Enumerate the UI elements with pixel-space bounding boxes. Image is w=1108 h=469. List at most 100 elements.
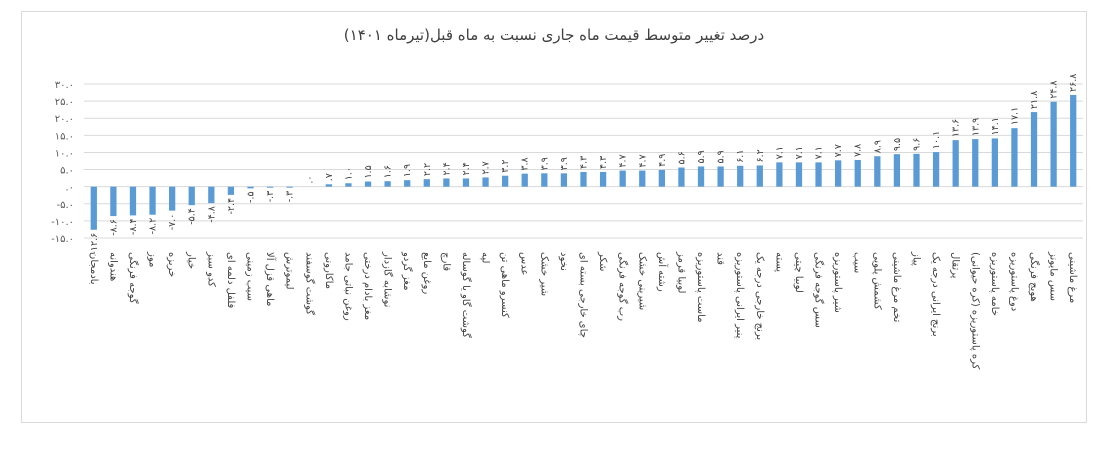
- data-label: .۰: [304, 176, 315, 184]
- y-tick-label: -۱۰.۰: [51, 217, 74, 228]
- data-label: .۷: [324, 173, 335, 181]
- category-label: قارچ: [440, 252, 451, 271]
- data-label: ۴.۹: [657, 154, 668, 167]
- category-label: روغن نباتی جامد: [342, 252, 353, 321]
- bar: [325, 184, 332, 187]
- y-tick-label: ۲۰.۰: [55, 114, 74, 125]
- data-label: ۱.۵: [363, 165, 374, 178]
- data-label: -۲.۴: [226, 198, 237, 215]
- data-label: ۱۴.۱: [990, 117, 1001, 135]
- category-label: سیب زمینی: [245, 252, 256, 301]
- bar: [854, 159, 861, 187]
- data-label: -.۵: [246, 191, 257, 203]
- bar: [423, 179, 430, 187]
- bar: [795, 162, 803, 187]
- bar: [266, 186, 274, 188]
- bar: [345, 183, 352, 187]
- bar: [247, 186, 254, 189]
- bar: [717, 166, 724, 187]
- bar: [776, 162, 783, 187]
- category-label: شیر خشک: [538, 252, 549, 296]
- category-label: کنسرو ماهی تن: [499, 252, 510, 318]
- y-tick-label: ۱۵.۰: [55, 131, 74, 142]
- data-label: ۷.۱: [794, 146, 805, 159]
- bar: [580, 171, 587, 187]
- data-label: ۷.۱: [774, 146, 785, 159]
- y-tick-label: ۵.۰: [60, 166, 74, 177]
- bar: [1011, 128, 1018, 187]
- category-label: کدو سبز: [205, 251, 216, 287]
- bar: [599, 171, 607, 187]
- data-label: ۷.۱: [814, 146, 825, 159]
- category-label: سس مایونز: [1048, 251, 1059, 301]
- data-label: ۸.۹: [872, 140, 883, 153]
- data-label: ۶.۱: [735, 150, 746, 163]
- bar: [560, 173, 568, 187]
- bar: [110, 186, 117, 217]
- bar: [1050, 101, 1057, 187]
- data-label: ۴.۷: [618, 154, 629, 167]
- y-tick-label: ۲۵.۰: [55, 97, 74, 108]
- bar: [364, 181, 372, 187]
- category-label: سیب: [852, 252, 863, 273]
- category-label: لوبیا قرمز: [675, 251, 686, 293]
- bar: [991, 138, 998, 187]
- y-tick-label: -۱۵.۰: [51, 234, 74, 245]
- bar: [169, 186, 176, 211]
- data-label: ۲.۴: [461, 162, 472, 175]
- category-label: شکر: [597, 251, 608, 271]
- bar: [737, 165, 744, 187]
- bar: [502, 175, 509, 187]
- data-label: ۳.۸: [520, 157, 531, 170]
- category-label: پنیر ایرانی پاستوریزه: [734, 252, 745, 339]
- data-label: ۷.۷: [833, 144, 844, 157]
- bar: [658, 169, 665, 187]
- bar: [384, 181, 391, 187]
- category-label: خیار: [186, 251, 197, 269]
- data-label: ۴.۳: [598, 156, 609, 169]
- data-label: -۱۲.۶: [89, 233, 100, 255]
- bar: [443, 178, 450, 187]
- bar: [1070, 94, 1077, 187]
- category-label: بادمجان: [88, 252, 99, 285]
- y-tick-label: ۳۰.۰: [55, 80, 74, 91]
- category-label: خربزه: [166, 252, 177, 277]
- category-label: عدس: [519, 252, 530, 275]
- category-label: پسته: [773, 252, 784, 272]
- category-label: گوشت گاو یا گوساله: [460, 252, 472, 338]
- category-label: خامه پاستوریزه: [989, 252, 1000, 316]
- bar: [756, 165, 763, 187]
- data-label: ۵.۹: [716, 150, 727, 163]
- bar: [129, 186, 137, 216]
- category-label: روغن مایع: [421, 252, 432, 294]
- category-label: رشته آش: [656, 252, 669, 292]
- category-label: لپه: [480, 252, 491, 263]
- bar: [227, 186, 235, 195]
- category-label: فلفل دلمه ای: [225, 252, 236, 309]
- data-label: ۱۳.۶: [951, 119, 962, 137]
- category-label: کره پاستوریزه (کره حیوانی): [969, 252, 980, 370]
- bar: [815, 162, 822, 187]
- bar: [286, 186, 293, 188]
- category-label: نخود: [558, 252, 569, 271]
- category-label: شیر پاستوریزه: [832, 252, 843, 313]
- data-label: ۲۱.۸: [1029, 91, 1040, 109]
- data-label: ۲.۷: [481, 161, 492, 174]
- data-label: -۸.۴: [128, 218, 139, 235]
- data-label: ۲.۲: [422, 163, 433, 176]
- y-axis: -۱۵.۰ -۱۰.۰ -۵.۰ .۰ ۵.۰ ۱۰.۰ ۱۵.۰ ۲۰.۰ ۲۵.۰ ۳۰.۰: [51, 80, 74, 245]
- category-label: ماهی قزل آلا: [264, 252, 277, 306]
- data-label: -۵.۴: [187, 208, 198, 225]
- data-label: -۸.۲: [148, 218, 159, 235]
- category-label: لیموترش: [284, 252, 295, 290]
- bars: [90, 94, 1077, 230]
- data-label: ۲۴.۸: [1049, 80, 1060, 98]
- category-label: سس گوجه فرنگی: [813, 252, 825, 328]
- bar: [639, 170, 646, 187]
- bar: [149, 186, 156, 215]
- category-label: پرتقال: [950, 252, 961, 279]
- category-label: مرغ ماشینی: [1067, 252, 1078, 303]
- data-label: -.۳: [265, 191, 276, 203]
- data-label: ۱.۹: [402, 164, 413, 177]
